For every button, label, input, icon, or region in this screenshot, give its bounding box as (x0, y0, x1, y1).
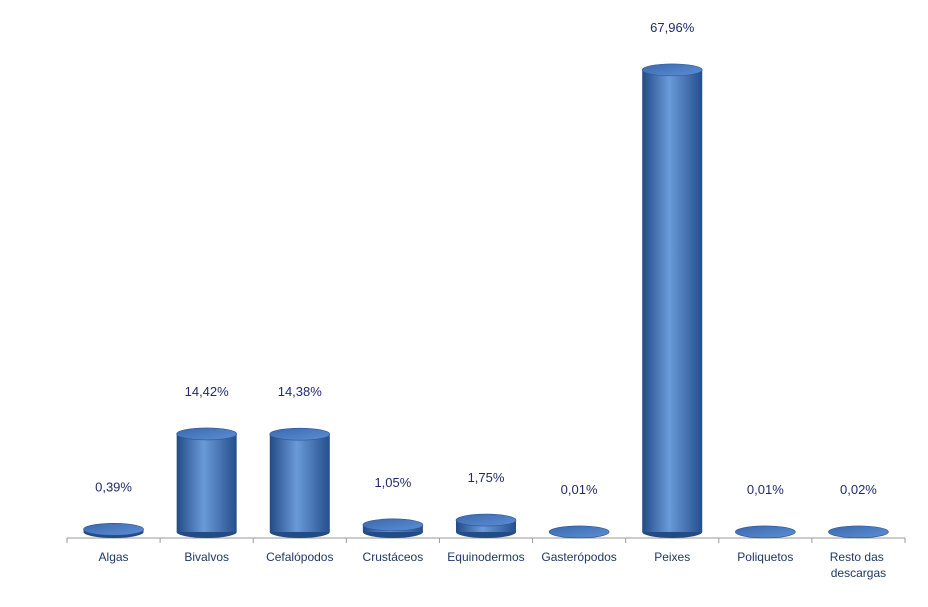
value-label: 67,96% (650, 20, 695, 35)
x-tick-label: Algas (99, 550, 129, 564)
cylinder-top (642, 64, 702, 76)
cylinder (549, 526, 609, 538)
cylinder-top (735, 526, 795, 538)
cylinder (456, 514, 516, 538)
value-label: 1,05% (374, 475, 411, 490)
x-tick-label: Peixes (654, 550, 690, 564)
cylinder (84, 523, 144, 538)
bar (177, 434, 237, 532)
cylinder-top (270, 428, 330, 440)
x-tick-label: Resto das descargas (830, 550, 887, 580)
value-label: 0,02% (840, 482, 877, 497)
cylinder-top (84, 523, 144, 535)
value-label: 0,01% (561, 482, 598, 497)
value-label: 0,39% (95, 479, 132, 494)
value-label: 14,38% (278, 384, 323, 399)
cylinder-top (177, 428, 237, 440)
cylinder (735, 526, 795, 538)
cylinder-top (549, 526, 609, 538)
bar (270, 434, 330, 532)
value-label: 1,75% (468, 470, 505, 485)
x-tick-label: Cefalópodos (266, 550, 333, 564)
bar (642, 70, 702, 532)
cylinder (828, 526, 888, 538)
x-tick-label: Equinodermos (447, 550, 524, 564)
cylinder-top (363, 519, 423, 531)
value-label: 0,01% (747, 482, 784, 497)
x-tick-label: Gasterópodos (541, 550, 616, 564)
x-tick-label: Poliquetos (737, 550, 793, 564)
cylinder-top (456, 514, 516, 526)
cylinder-top (828, 526, 888, 538)
value-label: 14,42% (185, 384, 230, 399)
x-tick-label: Crustáceos (363, 550, 424, 564)
cylinder (642, 64, 702, 538)
x-tick-label: Bivalvos (184, 550, 229, 564)
cylinder (270, 428, 330, 538)
cylinder (177, 428, 237, 538)
cylinder (363, 519, 423, 538)
